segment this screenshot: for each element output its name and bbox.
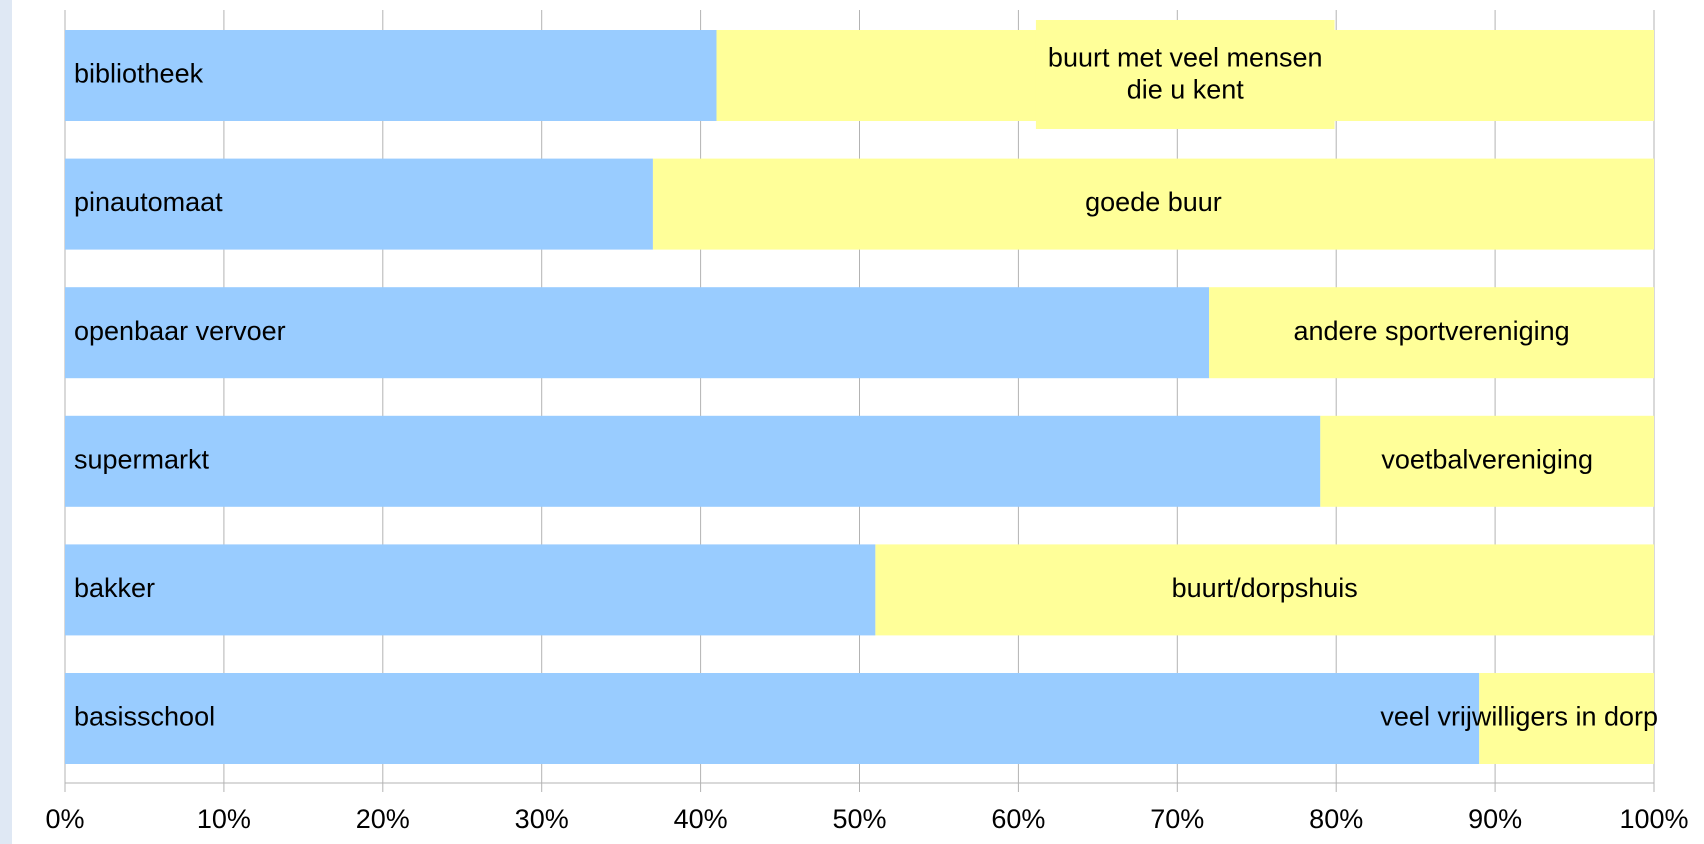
bar-segment (65, 30, 717, 121)
x-tick-label: 40% (674, 804, 728, 834)
segment-label: bibliotheek (74, 59, 204, 89)
x-tick-label: 20% (356, 804, 410, 834)
bar-segment (875, 544, 1654, 636)
x-tick-label: 30% (515, 804, 569, 834)
x-tick-label: 60% (991, 804, 1045, 834)
x-tick-label: 80% (1309, 804, 1363, 834)
segment-label: pinautomaat (74, 187, 223, 217)
segment-label: supermarkt (74, 444, 210, 474)
segment-label: voetbalvereniging (1381, 444, 1593, 474)
bar-segment (1320, 415, 1654, 507)
x-tick-label: 10% (197, 804, 251, 834)
segment-label: basisschool (74, 702, 215, 732)
x-tick-label: 50% (832, 804, 886, 834)
segment-label: veel vrijwilligers in dorp (1380, 702, 1658, 732)
bar-segment (65, 158, 653, 250)
segment-label: bakker (74, 573, 155, 603)
bar-segment (65, 673, 1480, 764)
bar-segment (1479, 673, 1654, 764)
bar-segment (652, 158, 1654, 250)
segment-label: buurt/dorpshuis (1172, 573, 1358, 603)
bar-segment (65, 415, 1321, 507)
x-tick-label: 100% (1619, 804, 1688, 834)
bar-segment (1209, 287, 1654, 379)
segment-label: openbaar vervoer (74, 316, 286, 346)
bar-segment (65, 287, 1210, 379)
segment-label: buurt met veel mensen die u kent (1048, 42, 1323, 104)
segment-label: goede buur (1085, 187, 1222, 217)
x-tick-label: 70% (1150, 804, 1204, 834)
bar-segment (65, 544, 876, 636)
label-box (1035, 20, 1335, 129)
segment-label: andere sportvereniging (1293, 316, 1569, 346)
x-tick-label: 0% (45, 804, 84, 834)
x-tick-label: 90% (1468, 804, 1522, 834)
